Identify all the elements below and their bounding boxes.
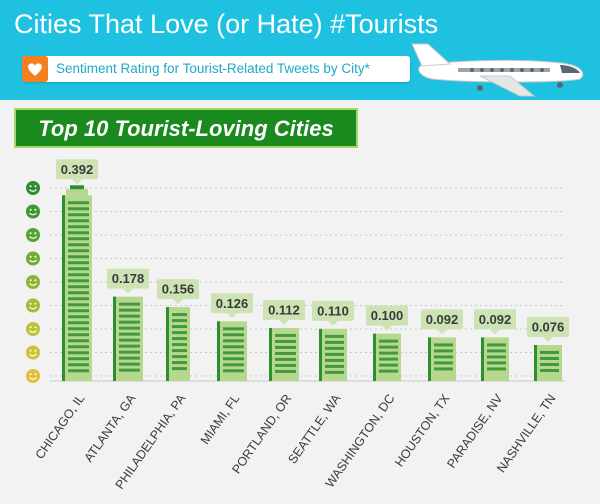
svg-text:0.178: 0.178 <box>112 271 145 286</box>
svg-text:0.092: 0.092 <box>426 312 459 327</box>
category-label: ATLANTA, GA <box>81 391 138 465</box>
data-label: 0.126 <box>211 293 253 319</box>
bar <box>217 321 247 381</box>
chart-subtitle: Sentiment Rating for Tourist-Related Twe… <box>56 61 370 76</box>
data-label: 0.100 <box>366 305 408 331</box>
svg-text:0.110: 0.110 <box>317 303 349 318</box>
bar <box>319 328 347 381</box>
bar <box>62 185 92 381</box>
bar <box>113 296 143 381</box>
smiley-face-icon <box>26 369 40 383</box>
smiley-face-icon <box>26 204 40 219</box>
svg-text:0.112: 0.112 <box>268 302 300 317</box>
data-label: 0.092 <box>421 309 463 335</box>
page-title: Cities That Love (or Hate) #Tourists <box>14 9 439 39</box>
bar <box>269 327 299 381</box>
svg-text:0.076: 0.076 <box>532 319 565 334</box>
bar <box>481 337 509 381</box>
smiley-face-icon <box>26 345 40 360</box>
data-label: 0.092 <box>474 309 516 335</box>
svg-text:0.392: 0.392 <box>61 162 94 177</box>
data-label: 0.076 <box>527 316 569 342</box>
data-label: 0.178 <box>107 268 149 294</box>
data-label: 0.110 <box>312 300 354 326</box>
category-label: CHICAGO, IL <box>33 392 88 462</box>
section-banner: Top 10 Tourist-Loving Cities <box>14 108 358 148</box>
bar <box>166 307 190 381</box>
bar <box>534 344 562 381</box>
subtitle-box: Sentiment Rating for Tourist-Related Twe… <box>22 56 410 82</box>
category-label: HOUSTON, TX <box>392 391 453 469</box>
bar <box>428 337 456 381</box>
category-label: MIAMI, FL <box>198 392 243 447</box>
bar <box>373 333 401 381</box>
category-label: NASHVILLE, TN <box>494 392 558 476</box>
smiley-face-icon <box>26 251 40 266</box>
data-label: 0.392 <box>56 159 98 185</box>
smiley-face-icon <box>26 275 40 289</box>
svg-text:0.126: 0.126 <box>216 296 249 311</box>
data-label: 0.112 <box>263 299 305 325</box>
svg-text:0.156: 0.156 <box>162 282 195 297</box>
section-title: Top 10 Tourist-Loving Cities <box>38 116 334 141</box>
smiley-face-icon <box>26 181 40 195</box>
smiley-face-icon <box>26 228 40 242</box>
smiley-face-icon <box>26 298 40 313</box>
category-label: PARADISE, NV <box>444 391 506 471</box>
svg-text:0.100: 0.100 <box>371 308 404 323</box>
svg-text:0.092: 0.092 <box>479 312 512 327</box>
data-label: 0.156 <box>157 279 199 305</box>
smiley-face-icon <box>26 322 40 336</box>
airplane-icon <box>411 43 584 97</box>
category-label: SEATTLE, WA <box>285 391 343 466</box>
heart-icon <box>22 56 48 82</box>
